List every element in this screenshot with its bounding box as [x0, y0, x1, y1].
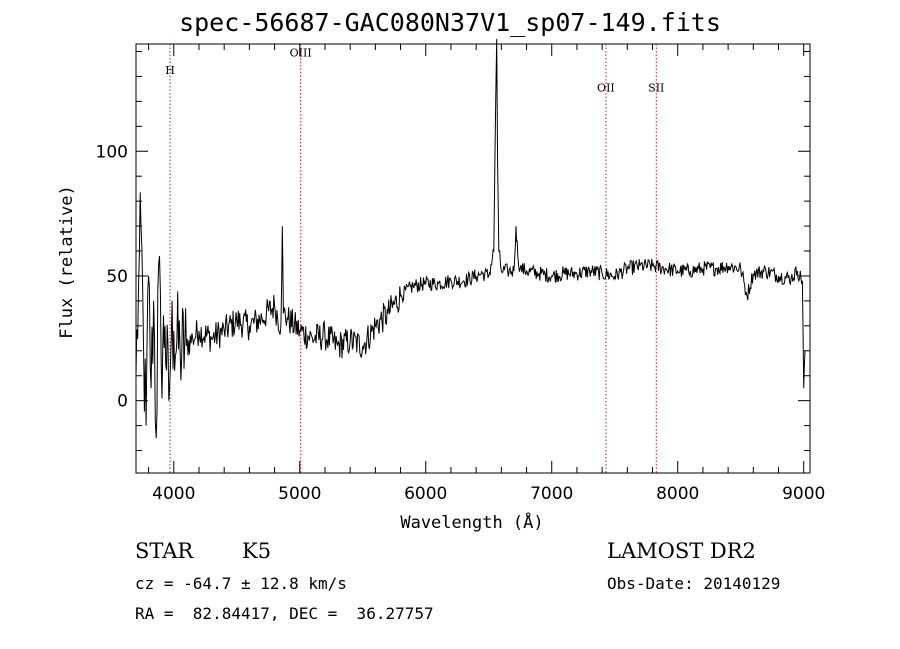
y-tick-label: 50	[106, 267, 128, 287]
x-tick-label: 8000	[656, 484, 699, 504]
x-tick-label: 9000	[782, 484, 825, 504]
x-tick-label: 4000	[152, 484, 195, 504]
x-tick-label: 5000	[278, 484, 321, 504]
spectrum-series	[135, 38, 806, 439]
marker-label-SII: SII	[648, 81, 664, 94]
y-tick-label: 0	[117, 392, 128, 412]
observation-date: Obs-Date: 20140129	[607, 574, 781, 593]
spectrum-line-0	[135, 38, 806, 439]
marker-label-H: H	[165, 64, 175, 77]
axis-ticks: 4000 5000 6000 7000 8000 9000 0 50 100	[96, 44, 825, 504]
marker-label-OII: OII	[597, 81, 615, 94]
object-subclass: K5	[242, 539, 272, 563]
y-axis-label: Flux (relative)	[57, 185, 77, 339]
emission-line-markers: H OIII OII SII	[165, 44, 664, 473]
chart-title: spec-56687-GAC080N37V1_sp07-149.fits	[179, 8, 721, 37]
x-tick-label: 6000	[404, 484, 447, 504]
x-axis-label: Wavelength (Å)	[400, 511, 543, 533]
marker-label-OIII: OIII	[290, 46, 312, 59]
coordinates: RA = 82.84417, DEC = 36.27757	[135, 604, 434, 623]
y-tick-label: 100	[96, 142, 128, 162]
survey-name: LAMOST DR2	[607, 539, 756, 563]
object-class: STAR	[135, 539, 194, 563]
redshift-velocity: cz = -64.7 ± 12.8 km/s	[135, 574, 347, 593]
plot-frame	[135, 43, 811, 474]
x-tick-label: 7000	[530, 484, 573, 504]
